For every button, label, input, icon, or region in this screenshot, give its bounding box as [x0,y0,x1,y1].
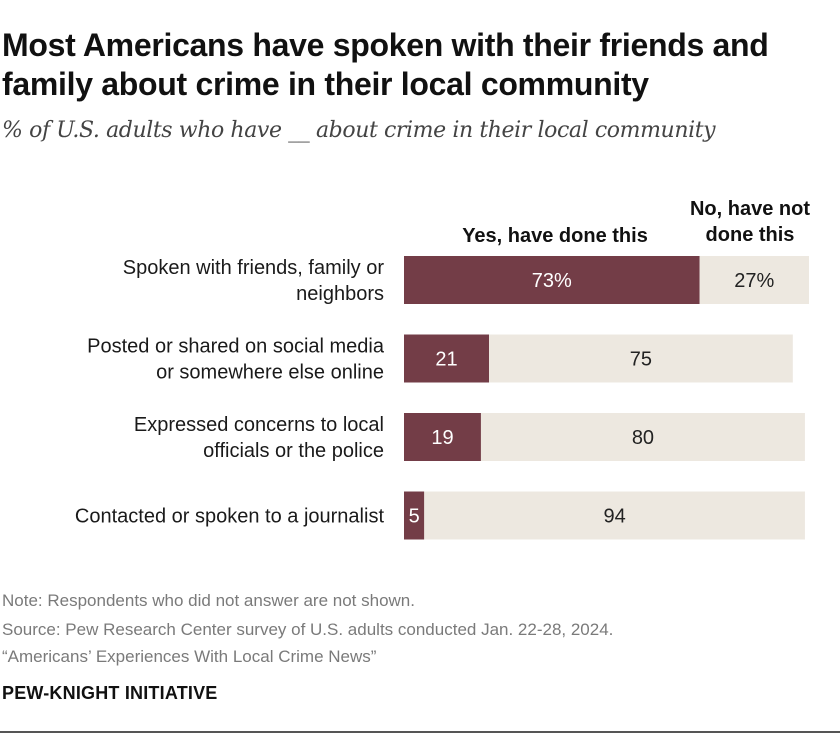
header-no: No, have not done this [680,196,820,248]
category-label: Expressed concerns to local [134,414,384,436]
report-title: “Americans’ Experiences With Local Crime… [2,647,377,666]
bottom-rule [0,731,840,733]
category-label: Posted or shared on social media [87,336,385,358]
category-label: officials or the police [203,440,384,462]
bar-no [424,491,805,540]
bar-no [699,256,809,304]
bar-no [489,334,793,383]
value-label-no: 75 [630,349,652,371]
bar-yes [404,256,700,304]
category-label: or somewhere else online [156,362,384,384]
value-label-yes: 5 [409,506,420,528]
bar-yes [404,491,425,540]
header-yes: Yes, have done this [462,225,648,247]
bar-no [480,413,805,461]
value-label-yes: 73% [532,270,572,292]
bar-yes [404,413,481,461]
note-text: Note: Respondents who did not answer are… [2,591,415,610]
brand-label: PEW-KNIGHT INITIATIVE [2,683,218,703]
source-text: Source: Pew Research Center survey of U.… [2,620,614,639]
header-no-line1: No, have not [689,198,810,220]
value-label-no: 94 [603,506,625,528]
chart-title: Most Americans have spoken with their fr… [2,27,769,102]
chart-subtitle: % of U.S. adults who have __ about crime… [2,118,716,143]
value-label-no: 27% [734,270,774,292]
category-label: neighbors [296,283,384,305]
category-label: Spoken with friends, family or [123,257,385,279]
header-no-line2: done this [705,224,795,246]
value-label-yes: 19 [431,427,453,449]
bar-yes [404,334,490,383]
value-label-yes: 21 [435,349,457,371]
category-label: Contacted or spoken to a journalist [75,506,385,528]
value-label-no: 80 [632,427,654,449]
